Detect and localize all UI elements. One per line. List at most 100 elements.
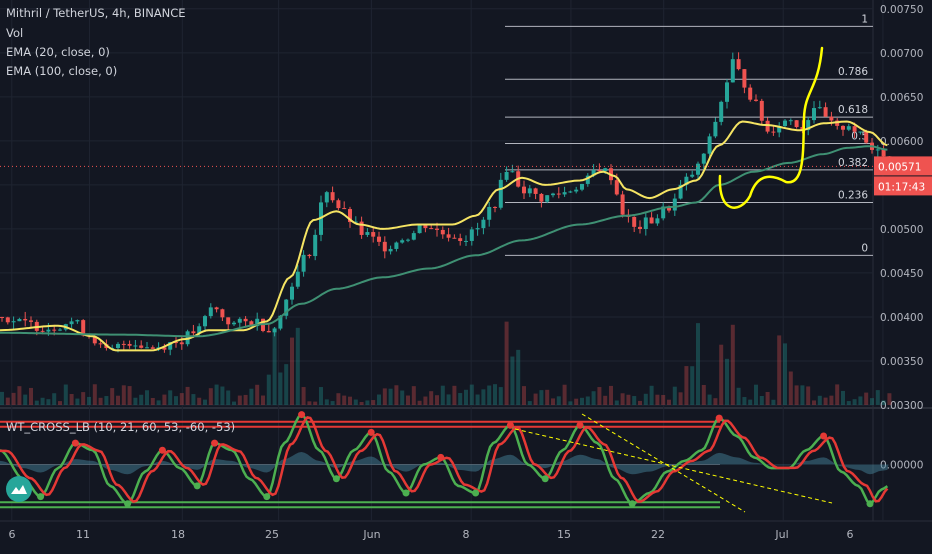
volume-bar [771, 399, 776, 405]
volume-bar [81, 392, 86, 405]
osc-trendline-upper [514, 428, 833, 504]
candle [533, 188, 538, 194]
candle [214, 307, 219, 310]
volume-bar [179, 393, 184, 405]
volume-bar [591, 391, 596, 405]
candle [208, 307, 213, 317]
volume-bar [794, 385, 799, 405]
time-tick-label-0: 6 [9, 528, 16, 541]
legend-vol[interactable]: Vol [6, 26, 24, 40]
volume-bar [174, 396, 178, 405]
candle [852, 126, 857, 132]
candle [307, 254, 312, 257]
volume-bar [765, 391, 770, 405]
candle [69, 321, 74, 325]
time-tick-label-3: 25 [265, 528, 279, 541]
cross-dot [472, 489, 480, 497]
volume-bar [342, 395, 347, 405]
candle [701, 153, 706, 164]
volume-bar [464, 389, 468, 405]
volume-bars [0, 321, 892, 405]
candle [150, 347, 155, 349]
volume-bar [313, 401, 318, 405]
volume-bar [150, 397, 155, 405]
volume-bar [371, 400, 376, 405]
volume-bar [382, 388, 387, 405]
volume-bar [475, 394, 480, 405]
volume-bar [864, 392, 869, 405]
volume-bar [881, 400, 886, 405]
cross-dot [402, 489, 410, 497]
volume-bar [58, 401, 62, 405]
volume-bar [446, 394, 451, 405]
candle [423, 225, 428, 229]
volume-bar [0, 391, 4, 405]
time-tick-label-8: Jul [774, 528, 788, 541]
candle [342, 208, 347, 210]
volume-bar [29, 387, 33, 405]
candle [145, 347, 149, 349]
candle [858, 131, 863, 133]
volume-bar [330, 401, 335, 405]
candle [458, 238, 463, 241]
cross-dot [367, 428, 375, 436]
candle [330, 192, 335, 201]
volume-bar [377, 394, 381, 405]
volume-bar [440, 385, 445, 405]
volume-bar [156, 400, 161, 405]
volume-bar [243, 394, 248, 405]
volume-bar [208, 388, 213, 405]
candle [81, 320, 86, 336]
candle [17, 318, 22, 322]
candle [353, 221, 358, 223]
last-price-badge [874, 156, 932, 176]
price-tick-label-7: 0.00400 [880, 312, 923, 324]
fib-level-label: 0.382 [838, 157, 868, 169]
cross-dot [124, 500, 132, 508]
symbol-legend[interactable]: Mithril / TetherUS, 4h, BINANCE [6, 6, 186, 20]
volume-bar [858, 396, 863, 405]
candle [284, 299, 289, 316]
tradingview-logo[interactable] [6, 476, 32, 502]
candle [527, 188, 532, 194]
volume-bar [620, 393, 625, 405]
candle [191, 331, 196, 334]
candle [255, 318, 260, 327]
volume-bar [255, 384, 260, 405]
candle [98, 343, 103, 345]
candle [417, 225, 422, 234]
legend-ema100[interactable]: EMA (100, close, 0) [6, 64, 118, 78]
volume-bar [133, 397, 138, 405]
candle [435, 228, 439, 230]
volume-bar [806, 386, 811, 405]
candle [597, 170, 602, 172]
volume-bar [609, 385, 613, 405]
candle [52, 329, 57, 331]
candle [806, 120, 811, 131]
volume-bar [52, 393, 57, 405]
volume-bar [643, 393, 648, 405]
candle [11, 321, 16, 323]
volume-bar [626, 394, 631, 405]
candle [40, 330, 45, 332]
legend-ema20[interactable]: EMA (20, close, 0) [6, 45, 110, 59]
volume-bar [574, 398, 579, 405]
oscillator-legend[interactable]: WT_CROSS_LB (10, 21, 60, 53, -60, -53) [6, 420, 236, 434]
volume-bar [23, 394, 28, 405]
candle [788, 120, 793, 122]
candle [220, 309, 225, 318]
volume-bar [556, 396, 561, 405]
candle [667, 206, 671, 211]
volume-bar [191, 394, 196, 405]
candle [168, 342, 173, 350]
cross-dot [506, 421, 514, 429]
volume-bar [823, 397, 828, 405]
volume-bar [34, 400, 39, 405]
volume-bar [748, 399, 753, 405]
volume-bar [487, 385, 492, 405]
volume-bar [788, 371, 793, 405]
volume-bar [690, 366, 695, 405]
price-tick-label-2: 0.00650 [880, 92, 923, 104]
